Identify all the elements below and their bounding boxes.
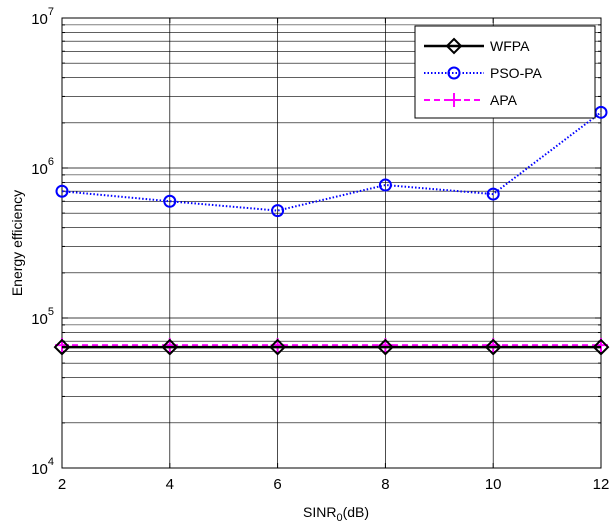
data-point-pso-pa xyxy=(55,184,69,198)
x-tick-label: 4 xyxy=(166,476,174,493)
legend-psopa-marker xyxy=(447,66,461,80)
y-tick-label: 107 xyxy=(31,6,54,28)
x-tick-label: 2 xyxy=(58,476,66,493)
data-point-wfpa xyxy=(376,338,394,356)
y-tick-label-exponent: 4 xyxy=(48,456,54,468)
y-tick-label-exponent: 5 xyxy=(48,306,54,318)
data-point-wfpa xyxy=(484,338,502,356)
legend-wfpa-label: WFPA xyxy=(490,38,530,54)
legend-psopa-label: PSO-PA xyxy=(490,65,543,81)
y-tick-label-base: 10 xyxy=(31,311,48,328)
x-axis-title-suffix: (dB) xyxy=(343,504,369,520)
legend: WFPA PSO-PA APA xyxy=(414,25,596,119)
x-axis-title-subscript: 0 xyxy=(336,512,342,524)
legend-apa-label: APA xyxy=(490,92,518,108)
y-tick-label-base: 10 xyxy=(31,161,48,178)
x-axis-title: SINR0(dB) xyxy=(303,504,369,524)
data-point-wfpa xyxy=(592,338,610,356)
y-tick-label: 105 xyxy=(31,306,54,328)
data-point-wfpa xyxy=(161,338,179,356)
x-tick-label: 8 xyxy=(381,476,389,493)
x-tick-label: 10 xyxy=(485,476,502,493)
legend-wfpa-marker xyxy=(445,37,463,55)
series-line-pso-pa xyxy=(61,111,602,212)
plot-frame xyxy=(61,17,602,469)
y-tick-label-exponent: 7 xyxy=(48,6,54,18)
x-tick-label: 6 xyxy=(273,476,281,493)
x-tick-labels: 2 4 6 8 10 12 xyxy=(58,476,610,493)
series-layer xyxy=(53,105,610,356)
y-tick-label-base: 10 xyxy=(31,461,48,478)
data-point-pso-pa xyxy=(271,204,285,218)
y-tick-label-exponent: 6 xyxy=(48,156,54,168)
y-axis-title: Energy efficiency xyxy=(9,190,25,296)
y-tick-label-base: 10 xyxy=(31,11,48,28)
y-tick-label: 104 xyxy=(31,456,54,478)
x-tick-label: 12 xyxy=(593,476,610,493)
data-point-pso-pa xyxy=(163,194,177,208)
x-axis-title-main: SINR xyxy=(303,504,336,520)
data-point-pso-pa xyxy=(486,187,500,201)
data-point-wfpa xyxy=(269,338,287,356)
y-tick-label: 106 xyxy=(31,156,54,178)
legend-apa-marker xyxy=(447,93,461,107)
data-point-wfpa xyxy=(53,338,71,356)
data-point-pso-pa xyxy=(378,178,392,192)
